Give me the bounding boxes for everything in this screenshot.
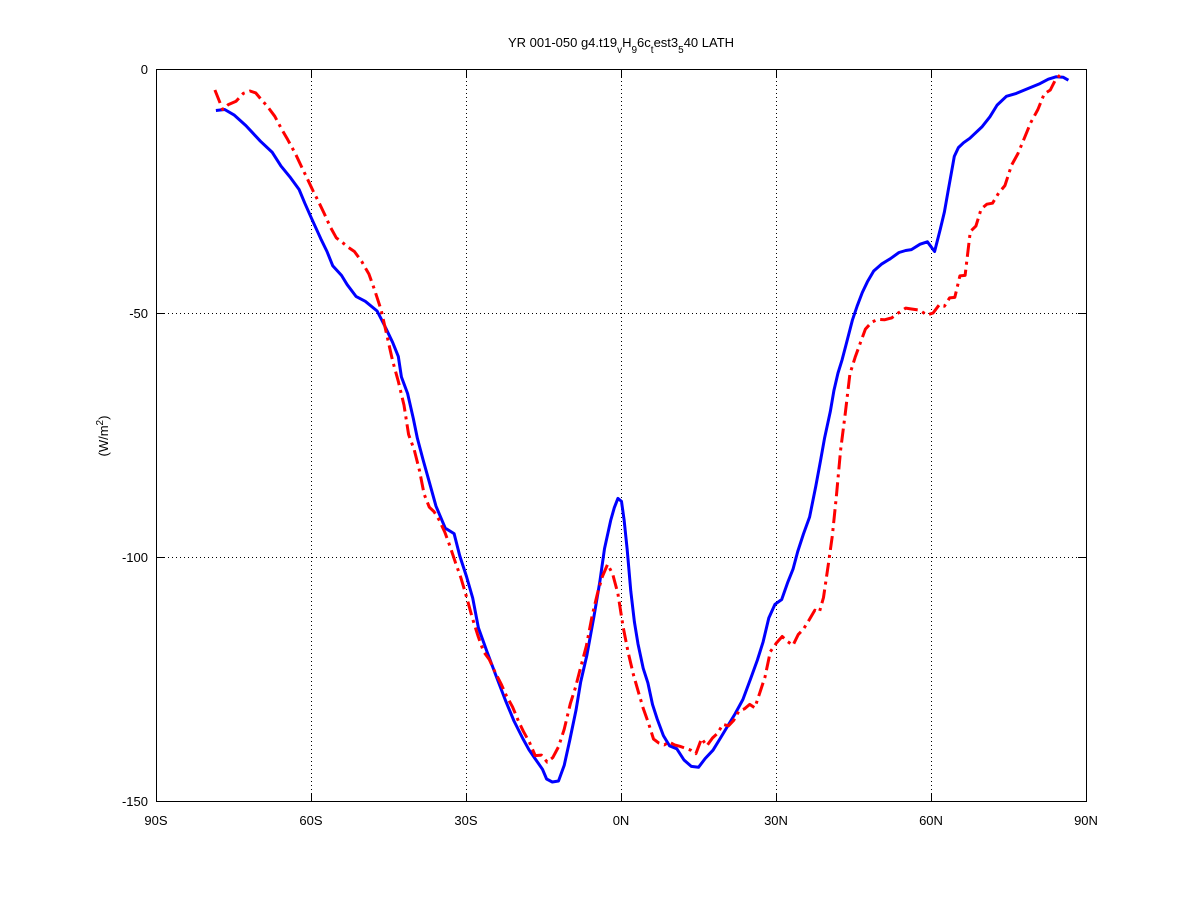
y-tick-label: -150 (122, 794, 148, 809)
chart-title-part: 9 (631, 45, 637, 56)
chart-title-part: H (622, 35, 631, 50)
x-tick-label: 30N (764, 813, 788, 828)
chart-title-part: YR 001-050 g4.t19 (508, 35, 617, 50)
series-line-2 (213, 73, 1062, 764)
grid-lines (156, 69, 1086, 801)
y-axis-label-end: ) (96, 416, 111, 420)
chart-title-part: v (617, 45, 622, 56)
x-tick-label: 90N (1074, 813, 1098, 828)
x-tick-label: 60N (919, 813, 943, 828)
x-tick-label: 60S (299, 813, 322, 828)
y-tick-label: -50 (129, 306, 148, 321)
chart-title-part: 40 LATH (684, 35, 734, 50)
y-axis-label-text: (W/m (96, 425, 111, 456)
y-tick-label: -100 (122, 550, 148, 565)
chart-title-part: 6c (637, 35, 651, 50)
y-axis-label: (W/m2) (95, 416, 112, 457)
y-tick-label: 0 (141, 62, 148, 77)
chart-title-part: est3 (654, 35, 679, 50)
chart-title-part: 5 (678, 45, 684, 56)
chart-title: YR 001-050 g4.t19vH96ctest3540 LATH (508, 35, 734, 56)
y-axis-label-sup: 2 (95, 419, 106, 425)
series-line-1 (215, 75, 1070, 784)
series-lines (213, 73, 1070, 784)
x-tick-label: 90S (144, 813, 167, 828)
x-tick-label: 0N (613, 813, 630, 828)
x-tick-label: 30S (454, 813, 477, 828)
chart-title-part: t (651, 45, 654, 56)
axis-ticks: 90S 60S 30S 0N 30N 60N 90N 0 -50 -100 -150 (122, 62, 1098, 828)
